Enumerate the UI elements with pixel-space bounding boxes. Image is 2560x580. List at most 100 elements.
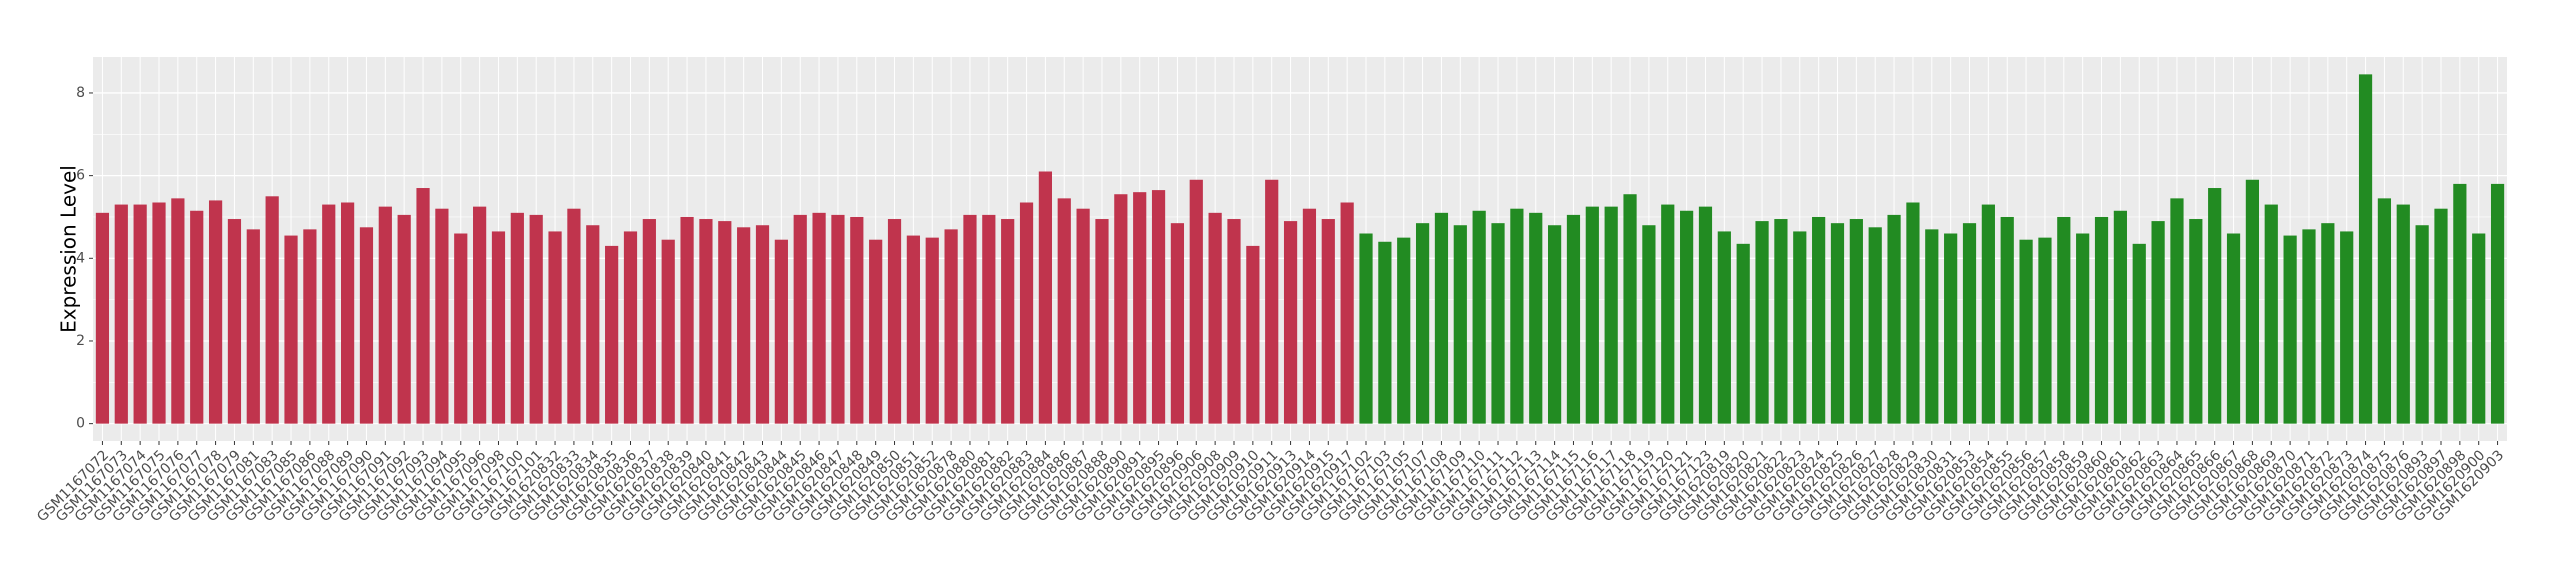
bar — [2226, 233, 2241, 424]
bar — [171, 198, 185, 424]
bar — [397, 214, 411, 424]
bar — [359, 227, 374, 424]
bar — [1453, 225, 1467, 424]
bar — [2358, 74, 2373, 424]
bar — [1189, 179, 1203, 424]
bar — [246, 229, 260, 424]
bar — [152, 202, 166, 424]
bar — [2302, 229, 2316, 424]
bar — [1868, 227, 1882, 424]
bar — [661, 239, 675, 424]
bar — [1661, 204, 1675, 424]
bar — [737, 227, 751, 424]
bar — [2151, 221, 2165, 424]
bar — [2264, 204, 2278, 424]
bar — [2057, 216, 2071, 424]
bar — [586, 225, 600, 424]
bar — [435, 208, 449, 424]
bar — [114, 204, 128, 424]
bar — [1076, 208, 1090, 424]
bar — [869, 239, 883, 424]
y-tick-label: 8 — [76, 85, 85, 101]
bar — [322, 204, 336, 424]
bar — [887, 219, 902, 424]
bar — [642, 219, 656, 424]
bar — [1208, 212, 1222, 424]
bar — [1548, 225, 1562, 424]
bar — [454, 233, 468, 424]
bar — [190, 210, 204, 424]
bar — [1510, 208, 1524, 424]
bar — [1717, 231, 1731, 424]
bar — [2377, 198, 2392, 424]
bar — [2472, 233, 2486, 424]
bar — [1981, 204, 1995, 424]
bar — [1642, 225, 1656, 424]
bar — [227, 219, 242, 424]
bar — [1925, 229, 1939, 424]
bar — [1962, 223, 1977, 424]
bar — [1849, 219, 1863, 424]
y-tick-label: 0 — [76, 416, 85, 432]
y-axis-title: Expression Level — [57, 165, 81, 333]
bar — [133, 204, 147, 424]
bar — [1340, 202, 1354, 424]
bar — [1623, 194, 1637, 424]
bar — [755, 225, 770, 424]
bar — [2396, 204, 2410, 424]
bar — [1680, 210, 1694, 424]
bar — [2245, 179, 2259, 424]
bar — [473, 206, 487, 424]
bar — [284, 235, 298, 424]
y-tick-label: 4 — [76, 250, 85, 266]
bar — [1151, 190, 1166, 424]
bar — [2434, 208, 2448, 424]
bar — [2113, 210, 2127, 424]
bar — [2000, 216, 2014, 424]
bar — [303, 229, 317, 424]
bar — [416, 188, 430, 424]
bar — [963, 214, 977, 424]
bar — [982, 214, 996, 424]
bar — [378, 206, 392, 424]
bar — [1793, 231, 1807, 424]
bar — [1830, 223, 1845, 424]
bar — [1019, 202, 1034, 424]
bar — [2321, 223, 2335, 424]
bar — [850, 216, 864, 424]
bar — [1944, 233, 1958, 424]
bar — [567, 208, 581, 424]
bar — [1302, 208, 1317, 424]
bar — [2340, 231, 2354, 424]
bar — [1038, 171, 1052, 424]
bar — [2170, 198, 2184, 424]
bar — [1585, 206, 1599, 424]
bar — [1378, 241, 1392, 424]
bar — [605, 245, 619, 424]
bar — [2453, 183, 2467, 424]
bar — [831, 214, 845, 424]
bar — [2415, 225, 2429, 424]
bar — [1170, 223, 1185, 424]
bar — [208, 200, 223, 424]
bar — [1736, 243, 1750, 424]
bar — [1812, 216, 1826, 424]
bar — [2019, 239, 2033, 424]
bar — [1321, 219, 1335, 424]
bar — [812, 212, 826, 424]
bar — [491, 231, 506, 424]
bar — [1755, 221, 1769, 424]
bar — [1906, 202, 1920, 424]
y-tick-label: 6 — [76, 168, 85, 184]
bar — [2132, 243, 2146, 424]
bar — [1698, 206, 1713, 424]
y-tick-label: 2 — [76, 333, 85, 349]
bar — [1359, 233, 1373, 424]
bar — [1057, 198, 1071, 424]
bar — [793, 214, 807, 424]
bar — [1001, 219, 1015, 424]
bar — [1566, 214, 1581, 424]
bar — [1114, 194, 1128, 424]
bar — [1604, 206, 1618, 424]
bar — [925, 237, 939, 424]
